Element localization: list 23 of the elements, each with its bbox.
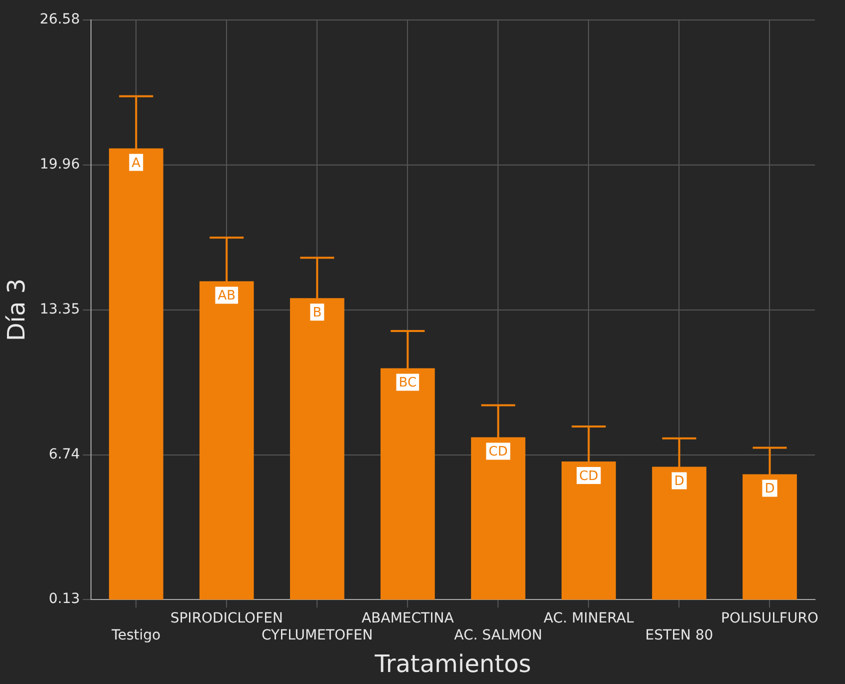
annotation: CD — [579, 468, 598, 484]
x-tick-label: CYFLUMETOFEN — [261, 627, 373, 644]
annotation: AB — [218, 288, 236, 304]
y-tick-label: 0.13 — [48, 591, 80, 608]
x-tick-label: AC. SALMON — [454, 627, 542, 644]
x-axis-title: Tratamientos — [374, 650, 532, 678]
annotation: CD — [488, 444, 508, 460]
annotation: D — [764, 482, 775, 497]
x-tick-label: Testigo — [110, 627, 161, 644]
annotation: B — [312, 305, 322, 320]
annotation: A — [132, 156, 141, 171]
x-tick-label: SPIRODICLOFEN — [170, 610, 283, 627]
y-tick-label: 13.35 — [40, 302, 80, 318]
annotation: BC — [398, 376, 417, 391]
x-tick-label: ABAMECTINA — [362, 610, 454, 627]
y-tick-label: 19.96 — [40, 156, 80, 173]
x-tick-label: ESTEN 80 — [645, 627, 714, 644]
y-tick-label: 6.74 — [48, 446, 80, 462]
x-tick-label: POLISULFURO — [721, 610, 818, 627]
x-tick-label: AC. MINERAL — [544, 610, 634, 627]
y-axis-title: Día 3 — [2, 278, 31, 342]
y-tick-label: 26.58 — [40, 12, 80, 28]
annotation: D — [674, 474, 684, 490]
